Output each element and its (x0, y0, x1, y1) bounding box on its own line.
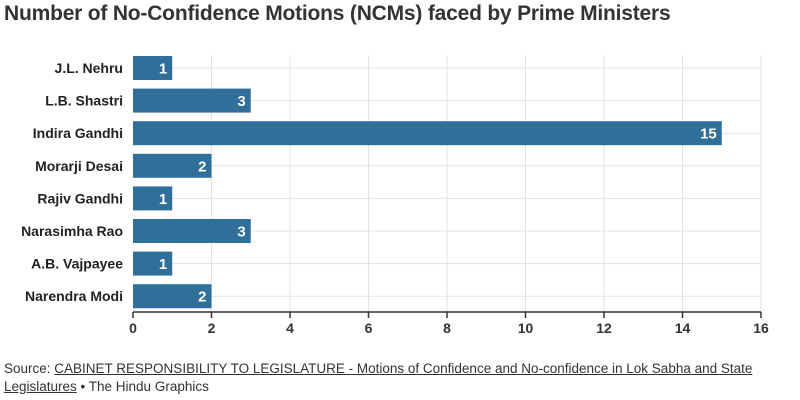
x-tick-label: 16 (753, 320, 769, 336)
source-prefix: Source: (4, 361, 55, 376)
category-label: Morarji Desai (35, 158, 123, 174)
x-tick-label: 4 (286, 320, 294, 336)
source-note: Source: CABINET RESPONSIBILITY TO LEGISL… (4, 360, 784, 396)
x-tick-label: 10 (518, 320, 534, 336)
data-label: 1 (159, 256, 167, 273)
category-label: L.B. Shastri (45, 93, 123, 109)
bar (133, 219, 251, 243)
source-link[interactable]: CABINET RESPONSIBILITY TO LEGISLATURE - … (4, 361, 753, 394)
bar (133, 56, 173, 80)
data-label: 1 (159, 191, 167, 208)
data-label: 3 (237, 93, 245, 110)
x-tick-label: 14 (675, 320, 691, 336)
data-label: 3 (237, 224, 245, 241)
x-tick-label: 8 (443, 320, 451, 336)
x-axis: 0 2 4 6 8 10 12 14 16 (129, 311, 769, 336)
x-tick-label: 0 (129, 320, 137, 336)
data-label: 2 (198, 289, 206, 306)
bar (133, 121, 722, 146)
chart-title: Number of No-Confidence Motions (NCMs) f… (4, 2, 671, 25)
bar (133, 186, 173, 211)
category-label: A.B. Vajpayee (31, 256, 123, 272)
x-tick-label: 12 (596, 320, 612, 336)
data-label: 2 (198, 158, 206, 175)
data-label: 15 (700, 126, 717, 143)
category-label: Narendra Modi (25, 288, 123, 304)
category-labels: J.L. Nehru L.B. Shastri Indira Gandhi Morar… (21, 60, 123, 304)
x-tick-label: 6 (365, 320, 373, 336)
bars: 1 3 15 2 1 3 1 2 (133, 56, 722, 309)
x-tick-label: 2 (208, 320, 216, 336)
bar (133, 284, 212, 309)
category-label: J.L. Nehru (55, 60, 123, 76)
bar (133, 251, 173, 276)
data-label: 1 (159, 61, 167, 78)
bar (133, 88, 251, 113)
category-label: Rajiv Gandhi (37, 190, 123, 206)
category-label: Narasimha Rao (21, 223, 123, 239)
category-label: Indira Gandhi (33, 125, 123, 141)
bar (133, 153, 212, 178)
source-suffix: • The Hindu Graphics (76, 379, 209, 394)
